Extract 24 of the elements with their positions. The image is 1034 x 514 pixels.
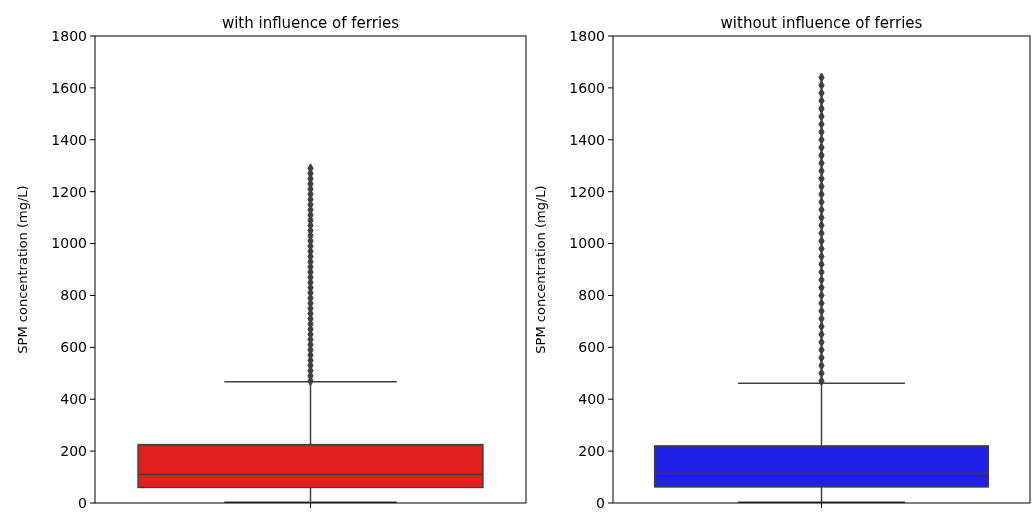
y-tick-label: 1800 — [569, 27, 605, 44]
y-tick-label: 600 — [60, 339, 87, 356]
y-tick-label: 800 — [60, 287, 87, 304]
y-tick-label: 400 — [578, 391, 605, 408]
y-tick-label: 1000 — [569, 235, 605, 252]
y-tick-label: 200 — [60, 443, 87, 460]
y-axis-title: SPM concentration (mg/L) — [15, 185, 30, 354]
chart-title: without influence of ferries — [720, 14, 923, 32]
y-tick-label: 200 — [578, 443, 605, 460]
y-axis-title: SPM concentration (mg/L) — [533, 185, 548, 354]
y-tick-label: 1400 — [569, 131, 605, 148]
y-tick-label: 1600 — [569, 79, 605, 96]
y-tick-label: 1600 — [51, 79, 87, 96]
y-tick-label: 1000 — [51, 235, 87, 252]
chart-title: with influence of ferries — [221, 14, 400, 32]
y-tick-label: 1400 — [51, 131, 87, 148]
y-tick-label: 1200 — [569, 183, 605, 200]
y-tick-label: 0 — [596, 494, 605, 511]
y-tick-label: 1200 — [51, 183, 87, 200]
y-tick-label: 800 — [578, 287, 605, 304]
y-tick-label: 0 — [78, 494, 87, 511]
y-tick-label: 1800 — [51, 27, 87, 44]
y-tick-label: 400 — [60, 391, 87, 408]
y-tick-label: 600 — [578, 339, 605, 356]
